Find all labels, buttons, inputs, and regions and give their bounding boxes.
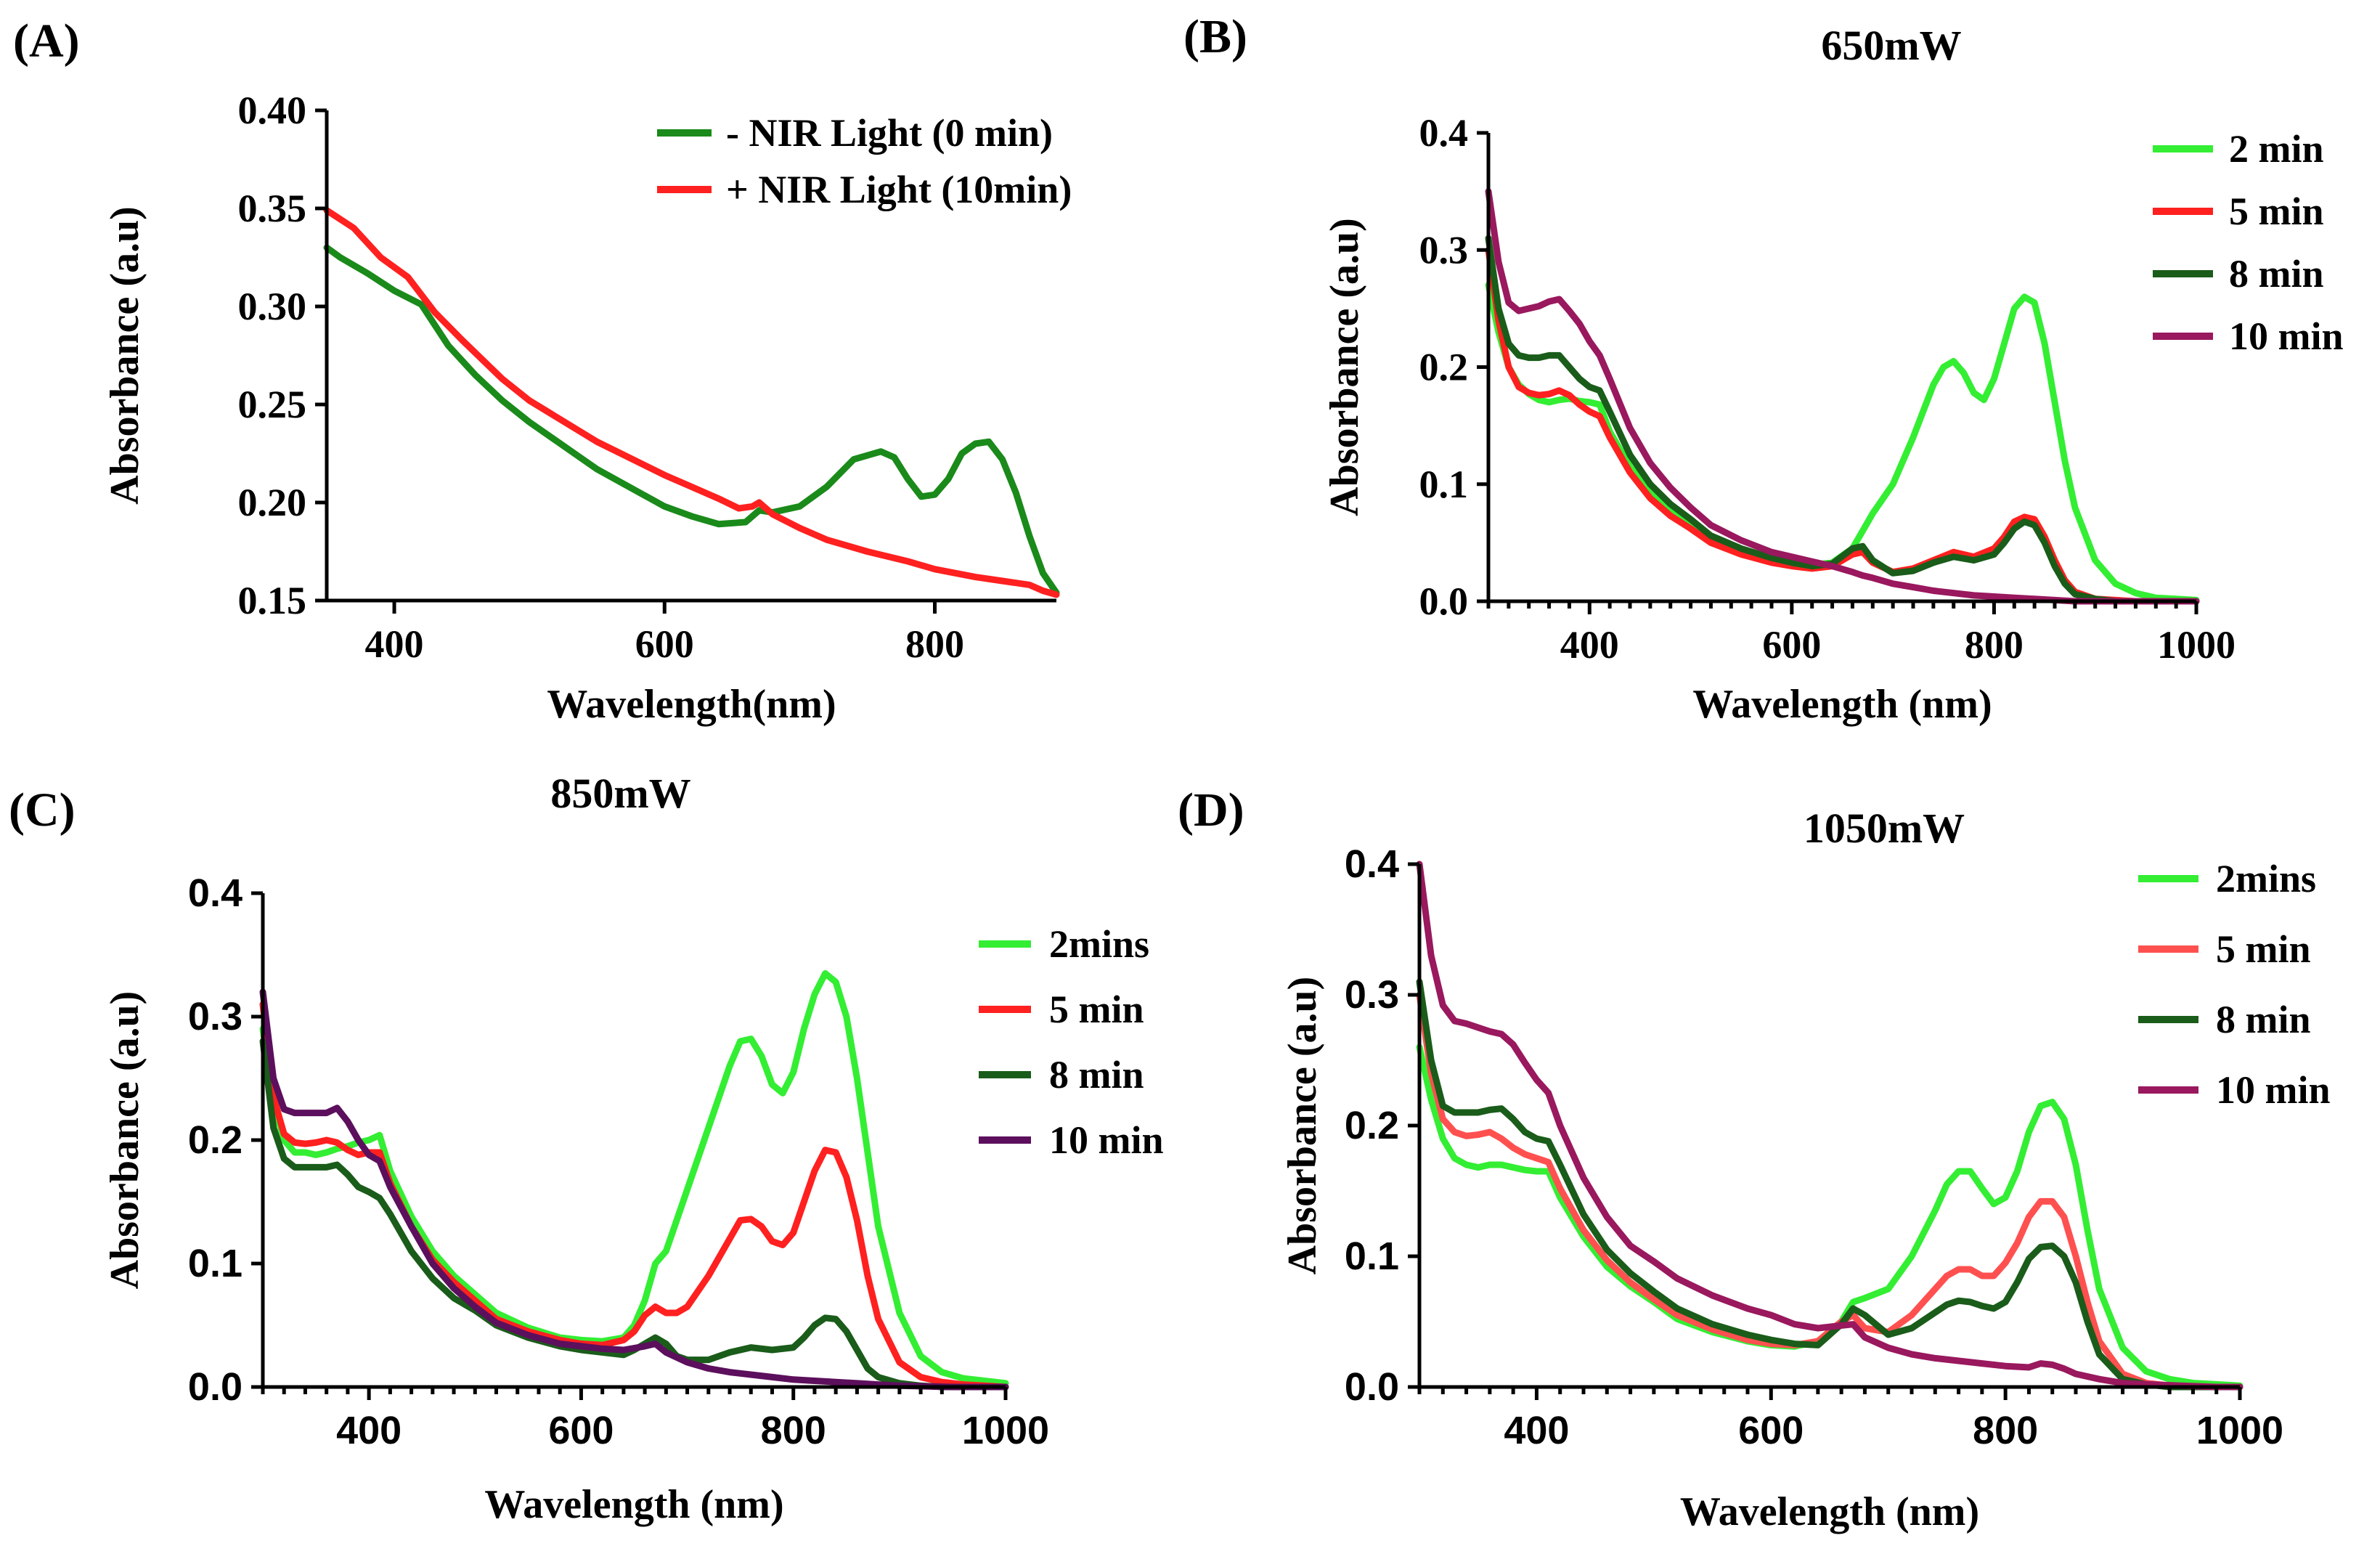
panel-label: (A) (13, 15, 80, 68)
legend-label: 5 min (2229, 190, 2324, 233)
series-line-2mins (259, 970, 1009, 1387)
x-tick-label: 800 (761, 1409, 826, 1452)
x-tick-label: 1000 (2196, 1409, 2283, 1452)
series-line-2mins (1416, 1044, 2244, 1389)
series-line-nir-light-10min (323, 207, 1060, 598)
legend: 2mins 5 min 8 min 10 min (979, 922, 1164, 1162)
series-line-5-min (1416, 991, 2244, 1391)
y-tick-label: 0.3 (1419, 228, 1469, 272)
y-tick-label: 0.2 (1419, 346, 1469, 389)
panel-b: (B) 650mW 0.0 0.1 0.2 0.3 0.4 400 600 800 1000 Wave… (1183, 10, 2344, 727)
chart-title: 1050mW (1804, 805, 1965, 852)
legend-label: 2mins (2216, 857, 2316, 900)
legend-label: 10 min (2229, 314, 2344, 358)
y-tick-label: 0.1 (188, 1242, 243, 1285)
y-tick-label: 0.2 (1345, 1104, 1399, 1147)
legend: 2 min 5 min 8 min 10 min (2153, 127, 2344, 358)
series-line-10-min (259, 988, 1009, 1391)
series-group (1416, 861, 2244, 1391)
y-tick-label: 0.0 (1419, 579, 1469, 623)
x-tick-label: 800 (1965, 623, 2024, 667)
legend-label: 10 min (1049, 1118, 1164, 1162)
panel-a: (A) 0.15 0.20 0.25 0.30 0.35 0.40 400 600 800 Wave… (13, 15, 1072, 727)
x-tick-label: 600 (635, 622, 694, 666)
series-line-10-min (1416, 861, 2244, 1391)
x-axis-title: Wavelength (nm) (484, 1482, 783, 1527)
legend-label: 10 min (2216, 1068, 2331, 1112)
legend-label: 5 min (2216, 927, 2311, 971)
x-tick-label: 400 (1560, 623, 1619, 667)
legend: - NIR Light (0 min) + NIR Light (10min) (657, 111, 1072, 211)
y-axis-title: Absorbance (a.u) (102, 991, 147, 1290)
x-tick-label: 1000 (962, 1409, 1049, 1452)
x-tick-label: 1000 (2157, 623, 2236, 667)
x-tick-label: 400 (365, 622, 424, 666)
y-tick-label: 0.1 (1345, 1234, 1399, 1278)
series-line-nir-light-0-min (323, 244, 1060, 596)
y-axis-title: Absorbance (a.u) (1280, 977, 1325, 1275)
y-axis-title: Absorbance (a.u) (1322, 218, 1367, 516)
y-tick-label: 0.4 (1345, 842, 1399, 886)
x-tick-label: 600 (548, 1409, 614, 1452)
chart-title: 650mW (1821, 22, 1961, 69)
x-tick-label: 400 (336, 1409, 402, 1452)
y-tick-label: 0.0 (188, 1365, 243, 1409)
series-line-5-min (259, 1001, 1009, 1391)
x-axis-title: Wavelength (nm) (1692, 682, 1992, 727)
y-tick-label: 0.0 (1345, 1365, 1399, 1409)
y-tick-label: 0.4 (188, 871, 243, 915)
y-tick-label: 0.25 (238, 383, 307, 426)
y-tick-label: 0.1 (1419, 463, 1469, 506)
chart-title: 850mW (550, 770, 690, 817)
legend-label: 2 min (2229, 127, 2324, 171)
legend-label: + NIR Light (10min) (726, 168, 1072, 211)
y-tick-label: 0.2 (188, 1118, 243, 1162)
legend-label: 8 min (2229, 252, 2324, 296)
x-tick-label: 800 (1973, 1409, 2038, 1452)
legend-label: 2mins (1049, 922, 1149, 966)
legend-label: 8 min (1049, 1053, 1144, 1097)
legend-label: 8 min (2216, 998, 2311, 1041)
panel-c: (C) 850mW 0.0 0.1 0.2 0.3 0.4 400 600 800 1000 Wave… (9, 770, 1164, 1527)
x-axis-title: Wavelength(nm) (547, 682, 836, 727)
series-line-8-min (1485, 235, 2200, 605)
x-tick-label: 400 (1504, 1409, 1569, 1452)
panel-label: (D) (1178, 784, 1244, 837)
series-group (323, 207, 1060, 598)
y-tick-label: 0.30 (238, 285, 307, 328)
y-axis-title: Absorbance (a.u) (102, 206, 147, 505)
x-axis-title: Wavelength (nm) (1680, 1489, 1979, 1534)
legend-label: 5 min (1049, 988, 1144, 1031)
y-tick-label: 0.15 (238, 579, 307, 622)
legend-label: - NIR Light (0 min) (726, 111, 1053, 155)
series-line-8-min (1416, 978, 2244, 1391)
x-tick-label: 800 (905, 622, 964, 666)
y-tick-label: 0.4 (1419, 111, 1469, 155)
legend: 2mins 5 min 8 min 10 min (2138, 857, 2331, 1112)
y-tick-label: 0.35 (238, 187, 307, 230)
y-tick-label: 0.40 (238, 89, 307, 132)
y-tick-label: 0.3 (1345, 973, 1399, 1017)
series-group (1485, 188, 2200, 605)
x-tick-label: 600 (1762, 623, 1821, 667)
x-tick-label: 600 (1738, 1409, 1804, 1452)
panel-label: (B) (1183, 10, 1247, 63)
panel-label: (C) (9, 784, 76, 837)
y-tick-label: 0.3 (188, 995, 243, 1038)
series-group (259, 970, 1009, 1391)
panel-d: (D) 1050mW 0.0 0.1 0.2 0.3 0.4 400 600 800 1000 Wav… (1178, 784, 2331, 1534)
y-tick-label: 0.20 (238, 481, 307, 524)
